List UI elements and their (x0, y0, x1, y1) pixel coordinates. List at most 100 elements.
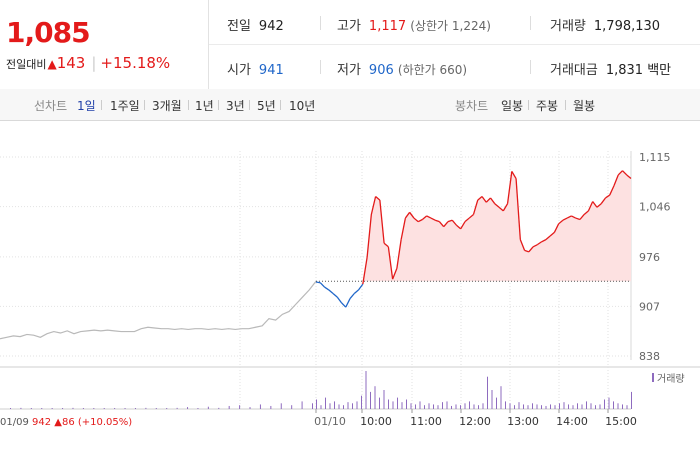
price-line-segment (622, 170, 628, 176)
price-line-segment (506, 171, 513, 204)
volume-bar (482, 403, 484, 409)
volume-bar (455, 404, 457, 409)
volume-bar (134, 408, 136, 409)
prev-close-stat: 전일 942 (227, 15, 284, 34)
volume-bar (361, 395, 362, 409)
y-tick-label: 907 (639, 300, 660, 313)
volume-bar (124, 408, 126, 409)
period-3y-tab[interactable]: 3년 (226, 99, 245, 113)
divider (218, 100, 219, 110)
change-amount: 143 (56, 54, 86, 72)
volume-bar (572, 405, 574, 409)
period-1y-tab[interactable]: 1년 (195, 99, 214, 113)
period-3m-tab[interactable]: 3개월 (152, 99, 182, 113)
price-line-segment (511, 171, 517, 179)
volume-bar (595, 405, 596, 409)
period-1w-tab[interactable]: 1주일 (110, 99, 140, 113)
price-line-segment (502, 203, 509, 212)
x-tick-label: 13:00 (507, 415, 539, 428)
price-line-segment (583, 210, 589, 215)
candle-weekly-tab[interactable]: 주봉 (536, 99, 559, 113)
period-5y-tab[interactable]: 5년 (257, 99, 276, 113)
prev-day-close: 942 (32, 417, 54, 428)
turnover-value: 1,831 백만 (605, 63, 672, 78)
volume-bar (356, 401, 358, 409)
volume-bar (469, 401, 470, 409)
divider (249, 100, 250, 110)
candle-daily-tab[interactable]: 일봉 (501, 99, 524, 113)
x-tick-label: 10:00 (360, 415, 392, 428)
divider (144, 100, 145, 110)
price-line-segment (336, 296, 343, 304)
volume-bar (478, 405, 479, 409)
volume-bar (10, 408, 11, 409)
volume-stat: 거래량 1,798,130 (550, 15, 660, 34)
price-line-segment (477, 196, 483, 201)
volume-bar (62, 408, 64, 409)
price-line-segment (396, 239, 402, 269)
period-10y-tab[interactable]: 10년 (289, 99, 316, 113)
prev-day-series (0, 280, 317, 340)
positive-area-fill (316, 170, 631, 282)
volume-bar (114, 408, 116, 409)
divider (101, 100, 102, 110)
volume-bar (228, 405, 230, 409)
volume-bar (554, 405, 556, 409)
price-line-segment (605, 194, 611, 199)
prev-day-date: 01/09 (0, 417, 32, 428)
lower-limit: (하한가 660) (397, 63, 468, 77)
volume-bar (103, 408, 105, 409)
price-line-segment (464, 217, 470, 223)
volume-bar (613, 401, 614, 409)
volume-bar (496, 397, 497, 409)
price-line-segment (451, 219, 457, 226)
volume-bar (536, 404, 538, 409)
change-percent: +15.18% (100, 54, 171, 72)
volume-bar (541, 405, 542, 409)
volume-bar (581, 404, 583, 409)
volume-bar (437, 405, 439, 409)
turnover-stat: 거래대금 1,831 백만 (550, 59, 671, 78)
volume-bar (626, 405, 628, 409)
price-line-segment (443, 221, 449, 228)
prev-day-info: 01/09 942 ▲86 (+10.05%) (0, 417, 132, 428)
volume-bar (559, 403, 560, 409)
price-line-segment (562, 217, 568, 221)
volume-bar (187, 407, 189, 409)
volume-bar (599, 404, 601, 409)
volume-bar (320, 405, 322, 409)
price-line-segment (430, 217, 436, 221)
candle-monthly-tab[interactable]: 월봉 (573, 99, 596, 113)
volume-bar (401, 402, 403, 409)
high-label: 고가 (337, 19, 361, 34)
price-line-segment (566, 215, 572, 219)
period-1d-tab[interactable]: 1일 (77, 99, 96, 113)
up-arrow-icon: ▲ (47, 57, 57, 71)
volume-bar (291, 405, 293, 409)
y-tick-label: 838 (639, 350, 660, 363)
price-line-segment (456, 224, 462, 230)
volume-bar (365, 371, 367, 409)
price-line-segment (362, 257, 368, 285)
price-line-segment (536, 241, 542, 246)
volume-bar (406, 399, 407, 409)
divider (530, 16, 531, 30)
volume-bar (442, 402, 443, 409)
price-line-segment (404, 211, 411, 219)
volume-bar (347, 402, 349, 409)
volume-bar (415, 404, 416, 409)
y-tick-label: 1,115 (639, 151, 671, 164)
price-line-segment (532, 244, 538, 248)
price-line-segment (626, 174, 632, 180)
volume-bar (82, 408, 84, 409)
divider (280, 100, 281, 110)
price-line-segment (571, 215, 576, 219)
volume-bar (338, 404, 340, 409)
volume-bar (545, 405, 547, 409)
price-line-segment (434, 219, 440, 223)
y-axis: 1,115 1,046 976 907 838 (639, 151, 671, 363)
divider (188, 100, 189, 110)
current-price: 1,085 (6, 16, 91, 49)
volume-bar (487, 376, 488, 409)
volume-bar (383, 390, 385, 409)
